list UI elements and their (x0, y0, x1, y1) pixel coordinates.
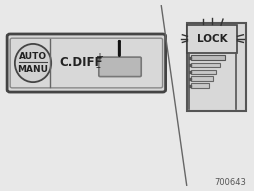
Bar (187, 23, 246, 111)
Bar (187, 25, 237, 53)
Bar (191, 63, 220, 67)
Bar (191, 70, 216, 74)
Bar (191, 83, 209, 88)
FancyBboxPatch shape (10, 38, 163, 88)
Bar (191, 55, 225, 60)
Text: LOCK: LOCK (197, 34, 227, 44)
Ellipse shape (15, 44, 51, 82)
Text: AUTO
MANU: AUTO MANU (18, 52, 49, 74)
FancyBboxPatch shape (99, 57, 141, 77)
Text: C.DIFF: C.DIFF (60, 56, 103, 69)
Bar (191, 76, 213, 81)
Text: –: – (96, 62, 101, 72)
FancyBboxPatch shape (7, 34, 166, 92)
Text: +: + (95, 52, 103, 62)
Text: 700643: 700643 (215, 178, 246, 187)
